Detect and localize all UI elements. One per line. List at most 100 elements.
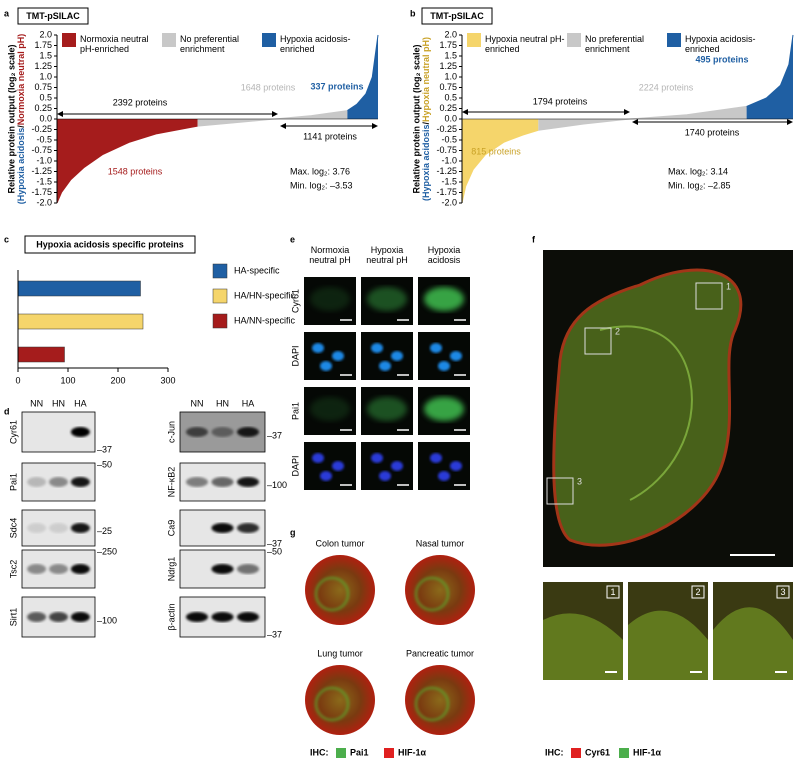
nucleus [430, 453, 442, 463]
annotation: 337 proteins [310, 81, 363, 91]
y-axis-label-ratio: (Hypoxia acidosis/Hypoxia neutral pH) [421, 37, 431, 201]
area-fill [57, 119, 198, 203]
lane-label: HA [74, 398, 87, 408]
annotation: 495 proteins [695, 54, 748, 64]
area-fill [746, 35, 793, 119]
legend-swatch [162, 33, 176, 47]
legend-label: No preferential enrichment [180, 34, 240, 54]
annotation: Max. log₂: 3.14 [668, 166, 728, 176]
panel-letter: c [4, 234, 9, 244]
inset-box [584, 327, 612, 355]
mw-marker: –37 [267, 430, 282, 440]
tag-box [17, 7, 89, 25]
blot-band [49, 477, 68, 487]
area-edge [56, 125, 198, 204]
panel-letter: a [4, 8, 10, 18]
blot-band [211, 523, 234, 533]
legend-prefix: IHC: [310, 747, 329, 757]
inset-box [546, 477, 574, 505]
legend-label: Normoxia neutral pH-enriched [80, 34, 149, 54]
blot-band [211, 564, 234, 574]
inset-number: 1 [726, 281, 731, 291]
annotation: 1548 proteins [108, 166, 163, 176]
y-tick-label: -0.75 [436, 145, 457, 155]
nucleus [332, 351, 344, 361]
y-tick-label: -0.25 [31, 124, 52, 134]
mw-marker: –100 [97, 615, 117, 625]
blot-band [236, 523, 260, 533]
y-tick-label: -0.5 [441, 134, 457, 144]
blot-band [211, 477, 234, 487]
mw-marker: –25 [97, 526, 112, 536]
area-fill [347, 35, 378, 119]
legend-prefix: IHC: [545, 747, 564, 757]
nucleus [450, 351, 462, 361]
y-tick-label: -1.25 [436, 166, 457, 176]
cell-signal [367, 287, 407, 311]
panel-letter: g [290, 527, 296, 537]
panel-letter: e [290, 234, 295, 244]
y-tick-label: 2.0 [444, 29, 457, 39]
column-header: Hypoxia acidosis [427, 245, 461, 265]
x-tick-label: 100 [60, 375, 75, 385]
x-tick-label: 300 [160, 375, 175, 385]
protein-label: Sirt1 [8, 608, 18, 627]
blot-band [27, 612, 47, 622]
bar [17, 346, 65, 363]
y-tick-label: -1.0 [36, 155, 52, 165]
blot-band [70, 477, 90, 487]
legend-swatch [336, 748, 346, 758]
legend-label: Pai1 [350, 747, 369, 757]
y-tick-label: -2.0 [441, 197, 457, 207]
blot-band [236, 477, 260, 487]
protein-label: Cyr61 [8, 420, 18, 444]
cell-signal [310, 397, 350, 421]
ratio-part: (Hypoxia acidosis [16, 128, 26, 205]
y-tick-label: 1.75 [34, 40, 52, 50]
nucleus [391, 461, 403, 471]
blot-band [70, 427, 90, 437]
nucleus [391, 351, 403, 361]
blot-band [236, 564, 260, 574]
title-box [24, 235, 196, 254]
legend-swatch [62, 33, 76, 47]
bar [17, 313, 144, 330]
micrograph [418, 442, 470, 490]
row-label: DAPI [290, 345, 300, 366]
blot-band [49, 564, 68, 574]
protein-label: Ndrg1 [166, 557, 176, 582]
y-tick-label: 0.25 [34, 103, 52, 113]
ratio-part: / [16, 125, 26, 128]
protein-label: NF-κB2 [166, 467, 176, 498]
nucleus [379, 361, 391, 371]
y-tick-label: 0.75 [439, 82, 457, 92]
row-label: DAPI [290, 455, 300, 476]
ratio-part: / [421, 122, 431, 125]
inset-tissue [713, 607, 793, 680]
ratio-part: (Hypoxia acidosis [421, 125, 431, 202]
blot-band [27, 564, 47, 574]
blot-band [185, 612, 209, 622]
y-tick-label: -1.75 [31, 187, 52, 197]
panel-letter: b [410, 8, 416, 18]
inset-label-box [776, 585, 790, 599]
legend-swatch [567, 33, 581, 47]
legend-label: HIF-1α [633, 747, 662, 757]
legend-label: HA-specific [234, 265, 280, 275]
cell-signal [310, 287, 350, 311]
y-tick-label: 0.0 [444, 113, 457, 123]
legend-swatch [212, 313, 228, 329]
legend-swatch [619, 748, 629, 758]
annotation: Min. log₂: –2.85 [668, 180, 731, 190]
ratio-part: Hypoxia neutral pH) [421, 37, 431, 122]
micrograph [304, 332, 356, 380]
column-header: Hypoxia neutral pH [366, 245, 408, 265]
blot-band [185, 477, 209, 487]
y-tick-label: -1.0 [441, 155, 457, 165]
legend-label: No preferential enrichment [585, 34, 645, 54]
inset-number: 2 [695, 587, 700, 597]
y-tick-label: -1.25 [31, 166, 52, 176]
ratio-part: Normoxia neutral pH) [16, 34, 26, 126]
protein-label: Pai1 [8, 473, 18, 491]
